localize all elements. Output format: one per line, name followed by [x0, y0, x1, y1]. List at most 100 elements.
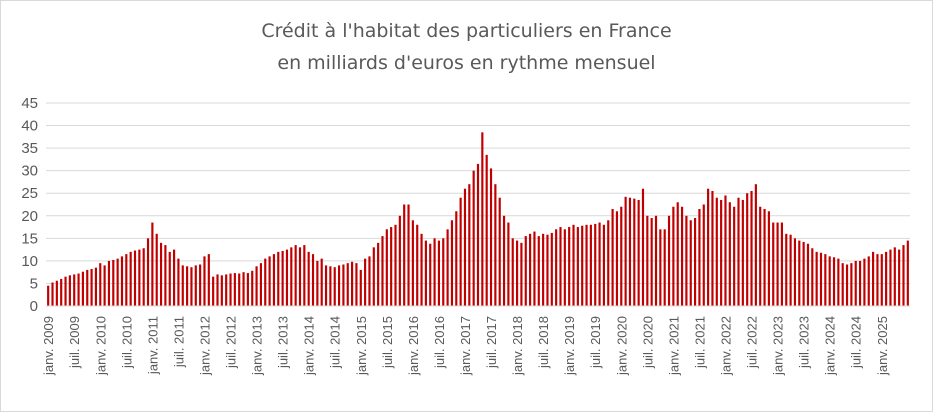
- bar: [485, 154, 488, 306]
- bar: [229, 273, 232, 306]
- bar: [47, 285, 50, 306]
- bar: [359, 269, 362, 306]
- bar: [381, 236, 384, 306]
- bar: [602, 224, 605, 306]
- bar: [893, 247, 896, 306]
- bar: [498, 197, 501, 306]
- x-tick-label: janv. 2015: [354, 316, 369, 376]
- bar: [164, 245, 167, 306]
- bar: [563, 229, 566, 306]
- bar: [377, 242, 380, 306]
- bar: [420, 233, 423, 306]
- bar: [68, 275, 71, 306]
- bar: [811, 248, 814, 306]
- bar: [442, 238, 445, 306]
- x-tick-label: juil. 2011: [171, 316, 186, 368]
- x-tick-label: juil. 2010: [119, 316, 134, 369]
- bar: [190, 267, 193, 306]
- bar: [746, 193, 749, 306]
- bar: [902, 245, 905, 306]
- bar: [481, 132, 484, 306]
- bar: [724, 195, 727, 306]
- bar: [342, 264, 345, 306]
- bar: [159, 242, 163, 306]
- x-tick-label: janv. 2013: [250, 316, 265, 376]
- bar: [633, 198, 636, 306]
- bar: [594, 223, 597, 306]
- bar: [798, 240, 801, 306]
- bar: [398, 215, 401, 306]
- bar: [789, 234, 792, 306]
- x-tick-label: juil. 2014: [328, 316, 343, 369]
- bar: [880, 254, 883, 306]
- x-tick-label: janv. 2017: [458, 316, 473, 376]
- bar: [403, 204, 406, 306]
- bar: [819, 252, 823, 306]
- bar: [416, 224, 419, 306]
- x-tick-label: juil. 2022: [745, 316, 760, 369]
- bar: [763, 209, 766, 306]
- bar: [142, 248, 145, 306]
- bar: [337, 265, 341, 306]
- bar: [116, 258, 119, 306]
- bar: [581, 225, 584, 306]
- bar: [107, 260, 111, 306]
- bar: [772, 222, 775, 306]
- bar: [155, 233, 158, 306]
- bar: [529, 233, 532, 306]
- bar: [129, 251, 132, 306]
- bar: [624, 196, 627, 306]
- x-tick-label: juil. 2018: [536, 316, 551, 369]
- bar: [194, 265, 197, 306]
- bar: [793, 238, 797, 306]
- bar: [698, 209, 701, 306]
- bar: [858, 260, 862, 306]
- bar: [199, 264, 202, 306]
- bar: [411, 220, 414, 306]
- bar: [802, 241, 805, 306]
- bar: [73, 274, 76, 306]
- bar: [654, 215, 658, 306]
- x-tick-label: juil. 2009: [67, 316, 82, 369]
- bar: [568, 227, 571, 306]
- bar: [207, 254, 210, 306]
- x-tick-label: juil. 2024: [849, 316, 864, 369]
- bar: [181, 265, 184, 306]
- x-tick-label: juil. 2023: [797, 316, 812, 369]
- bar: [737, 197, 740, 306]
- bar: [424, 240, 427, 306]
- bar: [51, 282, 54, 306]
- bar: [446, 229, 449, 306]
- bar: [86, 269, 89, 306]
- bar: [429, 243, 432, 306]
- bar: [55, 280, 58, 306]
- x-tick-label: juil. 2020: [640, 316, 655, 369]
- x-tick-label: janv. 2018: [510, 316, 525, 376]
- bar: [203, 256, 206, 306]
- bar: [646, 215, 649, 306]
- x-tick-label: janv. 2016: [406, 316, 421, 376]
- bar: [494, 184, 497, 306]
- bar: [138, 249, 141, 306]
- bar: [759, 206, 762, 306]
- bar: [537, 236, 540, 306]
- x-tick-label: juil. 2015: [380, 316, 395, 369]
- bar: [146, 238, 150, 306]
- bar: [60, 278, 63, 306]
- bar: [872, 251, 875, 306]
- bar: [824, 254, 827, 306]
- bar: [628, 197, 632, 306]
- bar: [533, 231, 536, 306]
- chart-subtitle: en milliards d'euros en rythme mensuel: [277, 52, 656, 74]
- x-tick-label: janv. 2014: [302, 316, 317, 376]
- bar: [255, 266, 258, 306]
- bar: [611, 209, 614, 306]
- bar: [711, 190, 714, 306]
- bar: [329, 266, 332, 306]
- bar: [837, 258, 840, 306]
- bar: [733, 206, 736, 306]
- x-tick-label: janv. 2011: [145, 316, 160, 375]
- bar: [172, 249, 176, 306]
- bar: [780, 222, 784, 306]
- bar: [750, 190, 753, 306]
